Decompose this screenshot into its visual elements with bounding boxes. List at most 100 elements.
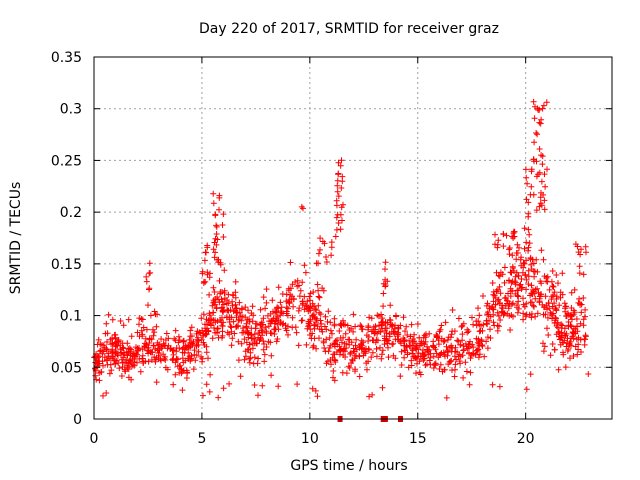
- data-point: [377, 344, 383, 351]
- data-point: [333, 202, 340, 209]
- data-point: [373, 353, 380, 360]
- data-point: [528, 266, 535, 273]
- data-point: [115, 337, 122, 343]
- data-point: [324, 318, 331, 325]
- data-point: [545, 332, 552, 338]
- data-point: [528, 290, 535, 297]
- data-point: [531, 303, 537, 310]
- data-point: [146, 260, 153, 267]
- data-point: [120, 354, 127, 361]
- data-point: [525, 213, 532, 220]
- data-point: [129, 352, 136, 359]
- data-point: [496, 383, 503, 390]
- data-point: [315, 293, 322, 300]
- data-point: [581, 341, 588, 348]
- data-point: [204, 269, 211, 276]
- data-point: [346, 364, 353, 371]
- data-point: [421, 341, 428, 348]
- data-point: [510, 228, 517, 235]
- data-point: [219, 222, 226, 228]
- data-point: [460, 374, 467, 381]
- data-point: [315, 287, 322, 294]
- data-point: [377, 329, 384, 335]
- data-point: [104, 356, 111, 363]
- data-point: [492, 301, 499, 308]
- data-point: [337, 321, 344, 328]
- data-point: [390, 352, 397, 359]
- data-point: [385, 344, 391, 351]
- data-point: [143, 326, 150, 333]
- data-point: [452, 366, 458, 373]
- data-point: [256, 330, 263, 336]
- data-point: [269, 297, 276, 304]
- data-point: [210, 284, 217, 291]
- data-point: [398, 348, 405, 355]
- data-point: [212, 249, 219, 256]
- data-point: [236, 299, 243, 306]
- data-point: [128, 376, 135, 383]
- data-point: [338, 157, 345, 164]
- data-point: [191, 347, 198, 354]
- data-point: [316, 309, 323, 316]
- data-point: [163, 330, 170, 337]
- data-point: [407, 342, 414, 349]
- data-point: [344, 322, 351, 329]
- data-point: [436, 366, 443, 372]
- data-point: [551, 289, 558, 296]
- data-point: [475, 346, 481, 353]
- data-point: [566, 340, 573, 347]
- data-point: [195, 348, 202, 355]
- data-point: [528, 183, 535, 190]
- data-point: [560, 351, 567, 358]
- data-point: [229, 302, 236, 309]
- data-point: [246, 355, 253, 362]
- data-point: [150, 342, 157, 349]
- data-point: [261, 358, 268, 365]
- data-point: [313, 260, 320, 267]
- data-point: [162, 357, 169, 363]
- data-point: [373, 345, 380, 352]
- data-point: [100, 342, 107, 349]
- data-point: [530, 191, 537, 198]
- data-point: [580, 271, 587, 278]
- data-point: [315, 250, 322, 257]
- data-point: [337, 226, 344, 233]
- data-point: [549, 283, 556, 289]
- data-point: [198, 353, 204, 360]
- data-point: [251, 354, 258, 361]
- data-point: [552, 305, 559, 312]
- data-point: [319, 285, 326, 292]
- data-point: [549, 268, 556, 274]
- data-point: [327, 327, 334, 334]
- data-point: [467, 369, 474, 376]
- data-point: [495, 296, 502, 303]
- data-point: [501, 264, 508, 271]
- data-point: [109, 340, 116, 347]
- data-point: [517, 256, 524, 263]
- data-point: [172, 371, 179, 378]
- data-point: [490, 306, 497, 313]
- data-point: [187, 333, 194, 340]
- data-point: [245, 346, 252, 353]
- data-point: [249, 303, 256, 310]
- data-point: [506, 246, 513, 253]
- data-point: [116, 365, 123, 372]
- data-point: [462, 359, 469, 366]
- data-point: [295, 282, 302, 289]
- data-point: [514, 241, 521, 248]
- y-tick-label: 0.05: [51, 360, 82, 376]
- data-point: [505, 305, 512, 312]
- data-point: [138, 316, 145, 322]
- data-point: [271, 331, 278, 337]
- data-point: [407, 333, 414, 340]
- data-point: [215, 394, 222, 401]
- data-point: [165, 335, 172, 342]
- data-point: [198, 315, 205, 322]
- data-point: [292, 279, 299, 285]
- data-point: [332, 338, 339, 344]
- data-point: [389, 341, 396, 348]
- data-point: [515, 272, 522, 279]
- data-point: [497, 290, 504, 297]
- data-point: [459, 322, 466, 329]
- data-point: [475, 305, 481, 312]
